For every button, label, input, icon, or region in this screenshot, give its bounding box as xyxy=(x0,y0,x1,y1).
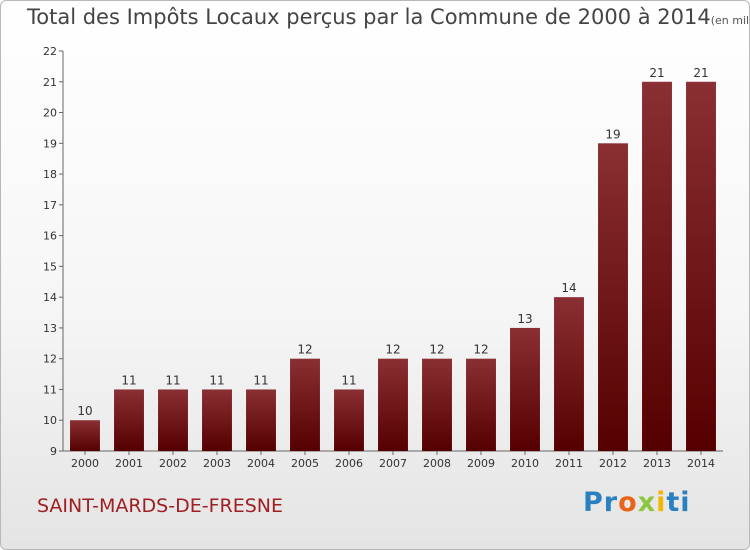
bar-2011 xyxy=(554,297,584,451)
value-label: 11 xyxy=(165,373,180,387)
value-label: 21 xyxy=(693,66,708,80)
value-label: 11 xyxy=(341,373,356,387)
x-tick-label: 2003 xyxy=(203,457,231,470)
logo-letter: ti xyxy=(666,487,691,518)
commune-name: SAINT-MARDS-DE-FRESNE xyxy=(37,495,283,517)
x-tick-label: 2011 xyxy=(555,457,583,470)
value-label: 14 xyxy=(561,281,576,295)
x-tick-label: 2013 xyxy=(643,457,671,470)
logo-letter: o xyxy=(618,487,638,518)
x-tick-label: 2010 xyxy=(511,457,539,470)
y-tick-label: 19 xyxy=(43,137,57,150)
x-tick-label: 2009 xyxy=(467,457,495,470)
bar-2007 xyxy=(378,358,408,451)
y-tick-label: 22 xyxy=(43,45,57,58)
y-tick-label: 10 xyxy=(43,414,57,427)
value-label: 13 xyxy=(517,312,532,326)
bar-2009 xyxy=(466,358,496,451)
logo-letter: P xyxy=(583,487,604,518)
y-tick-label: 13 xyxy=(43,322,57,335)
bars xyxy=(70,81,716,452)
value-labels: 10 11 11 11 11 12 11 12 12 12 13 14 19 21 21 xyxy=(77,66,708,418)
logo-letter: i xyxy=(656,487,667,518)
value-label: 11 xyxy=(121,373,136,387)
bar-2013 xyxy=(642,81,672,452)
chart-title-text: Total des Impôts Locaux perçus par la Co… xyxy=(27,5,711,29)
x-tick-label: 2014 xyxy=(687,457,715,470)
y-tick-label: 14 xyxy=(43,291,57,304)
bar-2010 xyxy=(510,327,540,451)
x-tick-label: 2008 xyxy=(423,457,451,470)
x-tick-label: 2006 xyxy=(335,457,363,470)
x-tick-label: 2000 xyxy=(71,457,99,470)
y-tick-label: 20 xyxy=(43,107,57,120)
bar-2000 xyxy=(70,420,100,451)
value-label: 12 xyxy=(297,343,312,357)
bar-2014 xyxy=(686,81,716,452)
bar-2004 xyxy=(246,389,276,451)
bar-2003 xyxy=(202,389,232,451)
bar-2001 xyxy=(114,389,144,451)
value-label: 12 xyxy=(429,343,444,357)
x-axis: 2000 2001 2002 2003 2004 2005 2006 2007 2008 2009… xyxy=(63,450,723,470)
value-label: 10 xyxy=(77,404,92,418)
x-tick-label: 2007 xyxy=(379,457,407,470)
bar-2008 xyxy=(422,358,452,451)
y-tick-label: 12 xyxy=(43,353,57,366)
chart-title: Total des Impôts Locaux perçus par la Co… xyxy=(27,5,750,29)
y-tick-label: 15 xyxy=(43,260,57,273)
y-tick-label: 17 xyxy=(43,199,57,212)
x-tick-label: 2012 xyxy=(599,457,627,470)
value-label: 11 xyxy=(253,373,268,387)
value-label: 21 xyxy=(649,66,664,80)
logo-letter: x xyxy=(637,487,657,518)
bar-2012 xyxy=(598,143,628,452)
x-tick-label: 2005 xyxy=(291,457,319,470)
value-label: 12 xyxy=(385,343,400,357)
x-tick-label: 2004 xyxy=(247,457,275,470)
y-tick-label: 18 xyxy=(43,168,57,181)
bar-2006 xyxy=(334,389,364,451)
y-axis: 9 10 11 12 13 14 15 16 17 18 19 20 21 22 xyxy=(43,45,64,458)
value-label: 19 xyxy=(605,127,620,141)
x-tick-label: 2002 xyxy=(159,457,187,470)
value-label: 11 xyxy=(209,373,224,387)
bar-2002 xyxy=(158,389,188,451)
value-label: 12 xyxy=(473,343,488,357)
bar-2005 xyxy=(290,358,320,451)
y-tick-label: 9 xyxy=(50,445,57,458)
chart-unit: (en milliers d'€) xyxy=(710,14,750,27)
x-tick-label: 2001 xyxy=(115,457,143,470)
proxiti-logo: Proxiti xyxy=(583,487,691,518)
y-tick-label: 11 xyxy=(43,383,57,396)
y-tick-label: 21 xyxy=(43,76,57,89)
y-tick-label: 16 xyxy=(43,230,57,243)
logo-letter: r xyxy=(603,487,619,518)
